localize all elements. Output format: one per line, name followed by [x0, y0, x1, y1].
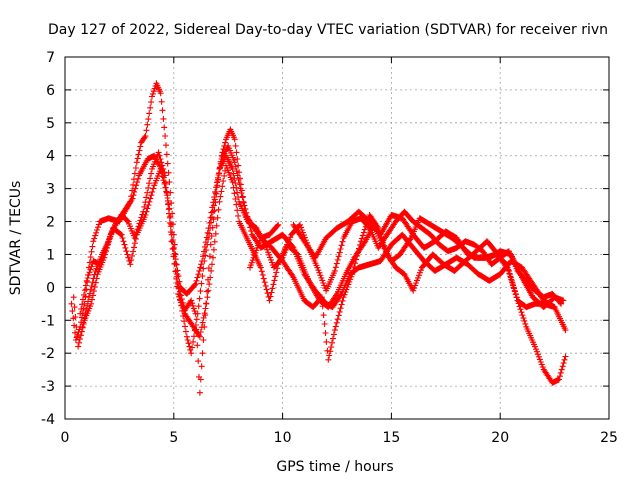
x-tick-label-1: 5	[169, 430, 178, 446]
x-tick-label-3: 15	[382, 430, 400, 446]
x-axis-label: GPS time / hours	[276, 459, 393, 475]
x-tick-label-5: 25	[600, 430, 618, 446]
y-tick-label-10: 6	[46, 83, 55, 99]
axis-ticks	[64, 56, 610, 420]
plot-frame	[64, 56, 610, 420]
y-axis-tick-labels: -4 -3 -2 -1 0 1 2 3 4 5 6 7	[41, 50, 55, 428]
x-tick-label-0: 0	[61, 430, 70, 446]
data-marks-trace-f	[290, 208, 567, 311]
y-tick-label-6: 2	[46, 215, 55, 231]
data-marks-trace-e	[247, 212, 569, 386]
y-tick-label-5: 1	[46, 247, 55, 263]
y-tick-label-3: -1	[41, 313, 55, 329]
y-tick-label-0: -4	[41, 412, 55, 428]
y-axis-label: SDTVAR / TECUs	[8, 181, 24, 296]
y-tick-label-11: 7	[46, 50, 55, 66]
y-tick-label-4: 0	[46, 280, 55, 296]
x-tick-label-4: 20	[491, 430, 509, 446]
y-tick-label-9: 5	[46, 116, 55, 132]
x-tick-label-2: 10	[274, 430, 292, 446]
series-trace-e	[247, 212, 569, 386]
chart-title: Day 127 of 2022, Sidereal Day-to-day VTE…	[48, 22, 608, 38]
data-points-layer	[68, 80, 569, 396]
y-tick-label-7: 3	[46, 182, 55, 198]
y-tick-label-1: -3	[41, 379, 55, 395]
x-axis-tick-labels: 0 5 10 15 20 25	[61, 430, 618, 446]
series-trace-f	[290, 208, 567, 311]
y-tick-label-8: 4	[46, 149, 55, 165]
y-tick-label-2: -2	[41, 346, 55, 362]
